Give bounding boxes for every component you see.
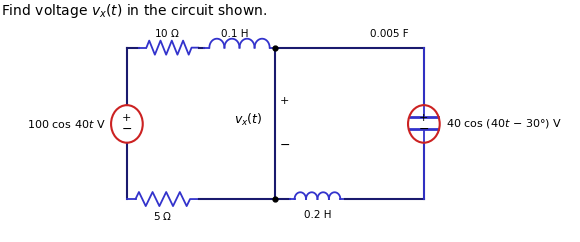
Text: 0.2 H: 0.2 H <box>304 210 331 220</box>
Text: −: − <box>122 123 132 136</box>
Text: +: + <box>122 113 132 123</box>
Text: 100 cos 40$t$ V: 100 cos 40$t$ V <box>27 118 105 130</box>
Text: −: − <box>280 139 290 152</box>
Text: +: + <box>280 96 289 106</box>
Text: 0.1 H: 0.1 H <box>221 29 248 39</box>
Text: Find voltage $v_x(t)$ in the circuit shown.: Find voltage $v_x(t)$ in the circuit sho… <box>1 2 267 20</box>
Text: +: + <box>419 113 429 123</box>
Text: 10 $\Omega$: 10 $\Omega$ <box>154 27 179 39</box>
Text: 40 cos (40$t$ $-$ 30°) V: 40 cos (40$t$ $-$ 30°) V <box>445 117 562 130</box>
Text: $v_x(t)$: $v_x(t)$ <box>234 112 262 129</box>
Text: −: − <box>419 123 429 136</box>
Text: 5 $\Omega$: 5 $\Omega$ <box>153 210 172 222</box>
Text: 0.005 F: 0.005 F <box>370 29 408 39</box>
